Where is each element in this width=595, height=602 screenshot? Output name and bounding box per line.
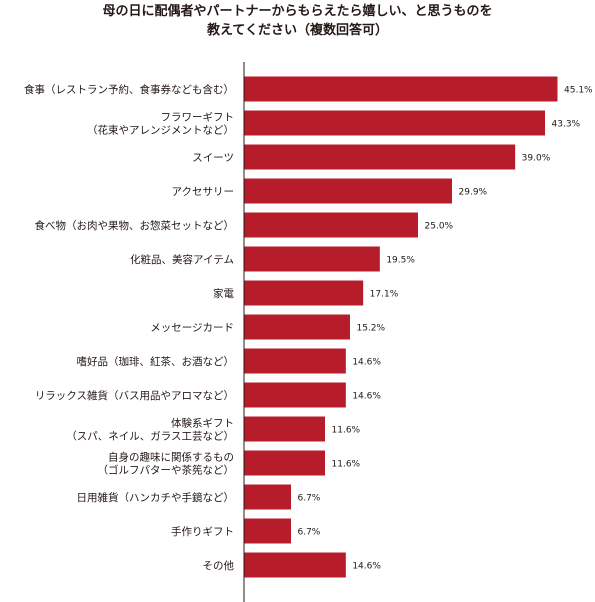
category-label-12-line-2: （ゴルフパターや茶筅など） bbox=[98, 464, 235, 477]
value-label-15: 14.6% bbox=[352, 562, 381, 572]
bar-8 bbox=[244, 314, 350, 340]
value-label-12: 11.6% bbox=[332, 460, 361, 470]
value-label-2: 43.3% bbox=[552, 120, 581, 130]
value-label-8: 15.2% bbox=[356, 324, 385, 334]
category-label-9: 嗜好品（珈琲、紅茶、お酒など） bbox=[77, 355, 235, 368]
bar-1 bbox=[244, 76, 558, 102]
bar-7 bbox=[244, 280, 364, 306]
bar-3 bbox=[244, 144, 516, 170]
value-label-11: 11.6% bbox=[332, 426, 361, 436]
bar-13 bbox=[244, 484, 291, 510]
value-label-9: 14.6% bbox=[352, 358, 381, 368]
category-label-3: スイーツ bbox=[192, 152, 234, 164]
value-label-14: 6.7% bbox=[297, 528, 320, 538]
bar-6 bbox=[244, 246, 380, 272]
category-label-11-line-2: （スパ、ネイル、ガラス工芸など） bbox=[66, 430, 234, 443]
value-label-4: 29.9% bbox=[459, 188, 488, 198]
value-label-7: 17.1% bbox=[370, 290, 399, 300]
category-label-5: 食べ物（お肉や果物、お惣菜セットなど） bbox=[35, 219, 235, 232]
bar-15 bbox=[244, 552, 346, 578]
chart-title: 母の日に配偶者やパートナーからもらえたら嬉しい、と思うものを 教えてください（複… bbox=[0, 2, 595, 40]
bar-14 bbox=[244, 518, 291, 544]
value-label-13: 6.7% bbox=[297, 494, 320, 504]
category-label-14: 手作りギフト bbox=[171, 525, 234, 538]
category-label-10: リラックス雑貨（バス用品やアロマなど） bbox=[35, 389, 234, 402]
bar-4 bbox=[244, 178, 453, 204]
category-label-4: アクセサリー bbox=[172, 186, 234, 198]
value-label-5: 25.0% bbox=[425, 222, 454, 232]
category-label-2-line-1: フラワーギフト bbox=[161, 112, 235, 124]
category-label-13: 日用雑貨（ハンカチや手鏡など） bbox=[77, 491, 235, 504]
category-label-2-line-2: （花束やアレンジメントなど） bbox=[87, 124, 234, 137]
bar-9 bbox=[244, 348, 346, 374]
bar-5 bbox=[244, 212, 419, 238]
category-label-12-line-1: 自身の趣味に関係するもの bbox=[108, 451, 234, 464]
value-label-10: 14.6% bbox=[352, 392, 381, 402]
bar-10 bbox=[244, 382, 346, 408]
value-label-3: 39.0% bbox=[522, 154, 551, 164]
chart-title-line-2: 教えてください（複数回答可） bbox=[207, 23, 388, 38]
bar-12 bbox=[244, 450, 326, 476]
category-label-8: メッセージカード bbox=[150, 322, 234, 334]
bar-2 bbox=[244, 110, 546, 136]
value-label-6: 19.5% bbox=[386, 256, 415, 266]
category-label-11-line-1: 体験系ギフト bbox=[171, 417, 234, 430]
chart-title-line-1: 母の日に配偶者やパートナーからもらえたら嬉しい、と思うものを bbox=[102, 4, 493, 19]
value-label-1: 45.1% bbox=[564, 86, 593, 96]
bar-11 bbox=[244, 416, 326, 442]
category-label-6: 化粧品、美容アイテム bbox=[130, 253, 234, 266]
category-label-15: その他 bbox=[203, 559, 235, 572]
category-label-1: 食事（レストラン予約、食事券なども含む） bbox=[24, 83, 234, 96]
category-label-7: 家電 bbox=[213, 287, 234, 300]
